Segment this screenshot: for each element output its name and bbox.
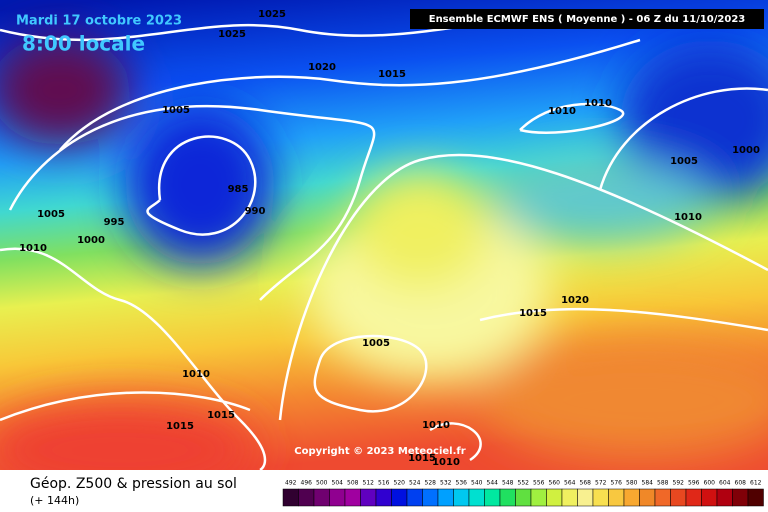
isobar-label: 1005	[362, 338, 390, 349]
legend-label: 504	[332, 480, 344, 487]
legend-label: 524	[409, 480, 421, 487]
isobar-label: 1005	[670, 156, 698, 167]
footer-subtitle: (+ 144h)	[30, 494, 79, 507]
legend-swatch	[391, 488, 408, 507]
legend-swatch	[685, 488, 702, 507]
legend-swatch	[375, 488, 392, 507]
legend-swatch	[670, 488, 687, 507]
isobar-label: 1005	[37, 209, 65, 220]
isobar-label: 1005	[162, 105, 190, 116]
legend-label: 544	[487, 480, 499, 487]
legend-swatch	[453, 488, 470, 507]
date-label: Mardi 17 octobre 2023	[16, 14, 182, 29]
legend-label: 592	[673, 480, 685, 487]
legend-label: 552	[518, 480, 530, 487]
legend-label: 568	[580, 480, 592, 487]
model-banner	[410, 9, 764, 29]
isobars	[0, 17, 768, 472]
isobar-label: 1010	[548, 106, 576, 117]
isobar-label: 985	[228, 184, 249, 195]
isobar-label: 1015	[408, 453, 436, 464]
legend-label: 564	[564, 480, 576, 487]
isobar-label: 1015	[378, 69, 406, 80]
legend-label: 496	[301, 480, 313, 487]
model-label: Ensemble ECMWF ENS ( Moyenne ) - 06 Z du…	[429, 14, 746, 25]
isobar-label: 1015	[207, 410, 235, 421]
legend-swatch	[592, 488, 609, 507]
time-label: 8:00 locale	[22, 32, 145, 56]
legend-swatch	[530, 488, 547, 507]
copyright: Copyright © 2023 Meteociel.fr	[294, 446, 465, 457]
legend-label: 556	[533, 480, 545, 487]
isobar-label: 1010	[674, 212, 702, 223]
legend-swatch	[499, 488, 516, 507]
legend-swatch	[716, 488, 733, 507]
legend-label: 492	[285, 480, 297, 487]
legend-swatch	[639, 488, 656, 507]
legend-swatch	[298, 488, 315, 507]
legend-swatch	[608, 488, 625, 507]
legend-label: 560	[549, 480, 561, 487]
legend-swatch	[561, 488, 578, 507]
legend-swatch	[515, 488, 532, 507]
legend-label: 536	[456, 480, 468, 487]
legend-swatch	[732, 488, 749, 507]
legend-swatch	[654, 488, 671, 507]
legend-label: 612	[750, 480, 762, 487]
legend-label: 588	[657, 480, 669, 487]
legend-swatch	[329, 488, 346, 507]
isobar-label: 995	[104, 217, 125, 228]
legend-swatch	[406, 488, 423, 507]
isobar-label: 1000	[77, 235, 105, 246]
legend-swatch	[747, 488, 764, 507]
isobar-label: 1025	[258, 9, 286, 20]
isobar-label: 1010	[584, 98, 612, 109]
isobar-label: 1020	[561, 295, 589, 306]
isobar-label: 1015	[166, 421, 194, 432]
legend-label: 516	[378, 480, 390, 487]
isobar-label: 1020	[308, 62, 336, 73]
legend-label: 604	[719, 480, 731, 487]
legend-label: 576	[611, 480, 623, 487]
isobar-label: 990	[245, 206, 266, 217]
legend-label: 508	[347, 480, 359, 487]
legend-swatch	[344, 488, 361, 507]
footer-title: Géop. Z500 & pression au sol	[30, 476, 237, 492]
legend-label: 584	[642, 480, 654, 487]
legend-label: 572	[595, 480, 607, 487]
legend-swatch	[623, 488, 640, 507]
legend-label: 600	[704, 480, 716, 487]
legend-label: 548	[502, 480, 514, 487]
legend-swatch	[546, 488, 563, 507]
legend-swatch	[701, 488, 718, 507]
legend-label: 528	[425, 480, 437, 487]
legend-label: 500	[316, 480, 328, 487]
legend-label: 532	[440, 480, 452, 487]
legend-label: 540	[471, 480, 483, 487]
legend-label: 520	[394, 480, 406, 487]
isobar-label: 1000	[732, 145, 760, 156]
isobar-label: 1025	[218, 29, 246, 40]
legend-swatch	[468, 488, 485, 507]
isobar-label: 1010	[182, 369, 210, 380]
isobar-label: 1010	[432, 457, 460, 468]
legend-swatch	[577, 488, 594, 507]
legend-label: 596	[688, 480, 700, 487]
legend-swatch	[422, 488, 439, 507]
isobar-label: 1010	[422, 420, 450, 431]
legend-swatch	[282, 488, 299, 507]
isobar-label: 1015	[519, 308, 547, 319]
legend-label: 580	[626, 480, 638, 487]
legend-label: 512	[363, 480, 375, 487]
legend-swatch	[313, 488, 330, 507]
legend-swatch	[360, 488, 377, 507]
field	[0, 35, 768, 500]
legend-swatch	[437, 488, 454, 507]
legend-label: 608	[735, 480, 747, 487]
legend-swatch	[484, 488, 501, 507]
isobar-label: 1010	[19, 243, 47, 254]
